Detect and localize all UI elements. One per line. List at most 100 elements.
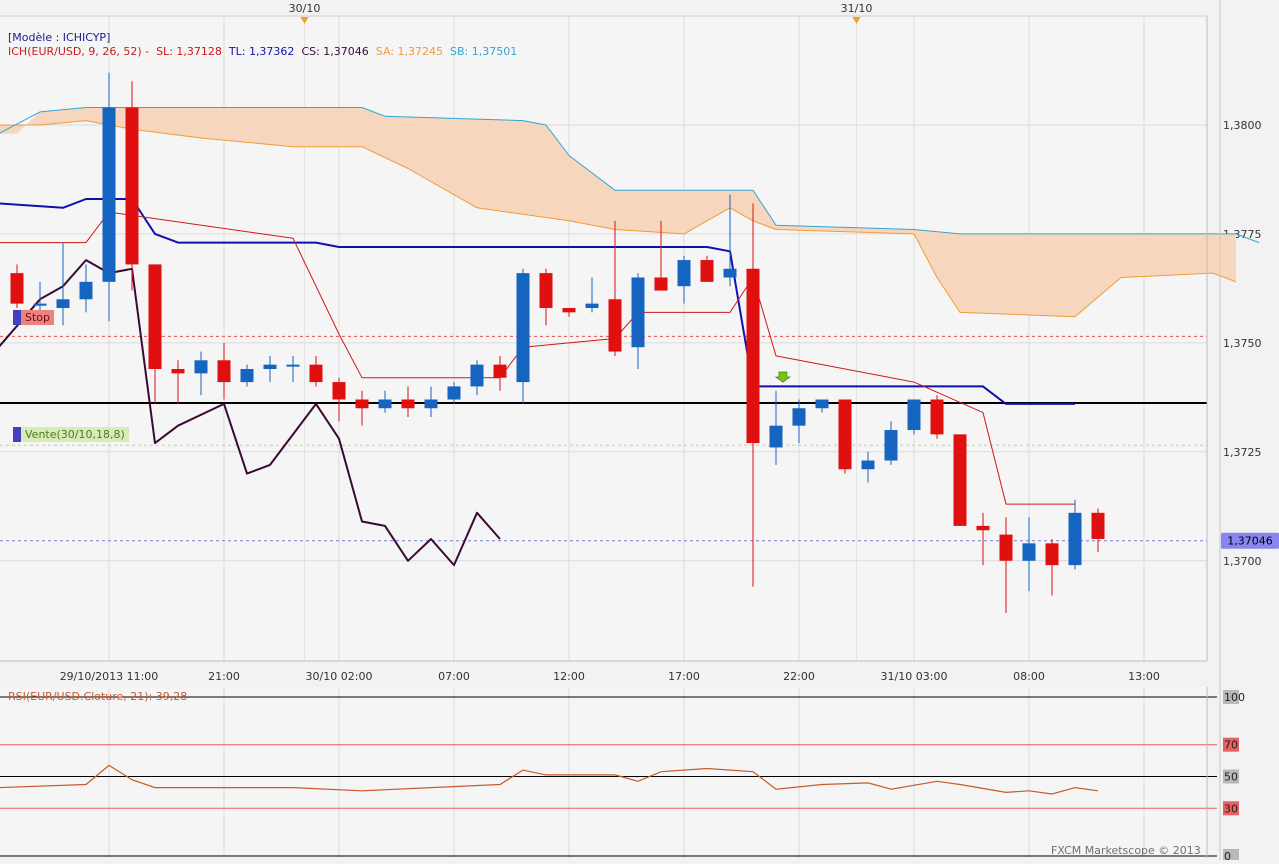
day-label: 31/10 [841, 2, 873, 15]
ichimoku-legend: ICH(EUR/USD, 9, 26, 52) - SL: 1,37128 TL… [8, 45, 517, 59]
stop-marker-handle[interactable] [13, 310, 21, 325]
rsi-label: RSI(EUR/USD.Cloture, 21): 39,28 [8, 690, 188, 703]
rsi-level-label: 50 [1224, 771, 1238, 784]
candle-body [976, 525, 990, 531]
candle-body [56, 299, 70, 308]
candle-body [148, 264, 162, 370]
x-tick-label: 08:00 [1013, 670, 1045, 683]
candle-body [263, 364, 277, 370]
candle-body [10, 273, 24, 304]
candle-body [769, 425, 783, 448]
candle-body [217, 360, 231, 383]
rsi-plot-background [0, 687, 1207, 858]
candle-body [125, 107, 139, 265]
senkou-b-line [0, 107, 1260, 244]
x-tick-label: 30/10 02:00 [306, 670, 373, 683]
candle-body [401, 399, 415, 409]
kijun-line [0, 198, 1075, 405]
candle-body [378, 399, 392, 409]
candle-body [884, 430, 898, 461]
candle-body [1022, 543, 1036, 561]
candle-body [654, 277, 668, 291]
candle-body [33, 303, 47, 306]
senkou-a-line [0, 120, 1237, 318]
stop-label: Stop [21, 310, 55, 325]
candle-body [700, 260, 714, 282]
day-marker-icon [852, 17, 861, 24]
sell-marker[interactable]: Vente(30/10,18,8) [13, 427, 129, 442]
candle-body [631, 277, 645, 348]
candle-body [286, 364, 300, 367]
candle-body [723, 268, 737, 278]
cs-label: CS: 1,37046 [301, 45, 369, 58]
candle-body [332, 382, 346, 400]
rsi-level-badge [1223, 690, 1239, 704]
rsi-level-label: 100 [1224, 691, 1245, 704]
candle-body [1045, 543, 1059, 566]
x-tick-label: 21:00 [208, 670, 240, 683]
candle-body [746, 268, 760, 444]
entry-arrow-icon [774, 371, 792, 383]
candle-body [493, 364, 507, 378]
candle-body [792, 408, 806, 426]
candle-body [838, 399, 852, 470]
price-badge [1221, 532, 1279, 549]
candle-body [677, 260, 691, 287]
y-tick-label: 1,3725 [1223, 446, 1262, 459]
x-tick-label: 22:00 [783, 670, 815, 683]
candle-body [1091, 512, 1105, 539]
sb-label: SB: 1,37501 [450, 45, 518, 58]
x-tick-label: 07:00 [438, 670, 470, 683]
candle-body [930, 399, 944, 435]
candle-body [355, 399, 369, 409]
kumo-cloud [0, 107, 1236, 317]
candle-body [999, 534, 1013, 561]
sell-marker-handle[interactable] [13, 427, 21, 442]
y-tick-label: 1,3700 [1223, 555, 1262, 568]
candle-body [1068, 512, 1082, 566]
y-tick-label: 1,3750 [1223, 337, 1262, 350]
x-tick-label: 17:00 [668, 670, 700, 683]
stop-marker[interactable]: Stop [13, 310, 55, 325]
x-tick-label: 31/10 03:00 [881, 670, 948, 683]
chart-header: [Modèle : ICHICYP] ICH(EUR/USD, 9, 26, 5… [8, 31, 517, 59]
candle-body [240, 369, 254, 383]
rsi-level-label: 0 [1224, 850, 1231, 860]
candle-body [539, 273, 553, 308]
candle-body [516, 273, 530, 383]
rsi-level-label: 70 [1224, 739, 1238, 752]
sa-label: SA: 1,37245 [375, 45, 444, 58]
candle-body [447, 386, 461, 400]
candle-body [815, 399, 829, 409]
candle-body [953, 434, 967, 526]
ich-label: ICH(EUR/USD, 9, 26, 52) - [8, 45, 150, 58]
candle-body [585, 303, 599, 308]
candle-body [102, 107, 116, 282]
rsi-level-badge [1223, 801, 1239, 816]
price-badge-text: 1,37046 [1227, 535, 1273, 548]
candle-body [470, 364, 484, 387]
day-marker-icon [300, 17, 309, 24]
candle-body [608, 299, 622, 352]
sl-label: SL: 1,37128 [156, 45, 222, 58]
x-tick-label: 29/10/2013 11:00 [60, 670, 159, 683]
candle-body [861, 460, 875, 470]
chikou-line [0, 259, 501, 567]
x-tick-label: 13:00 [1128, 670, 1160, 683]
rsi-level-badge [1223, 769, 1239, 784]
candle-body [79, 281, 93, 300]
rsi-level-label: 30 [1224, 802, 1238, 815]
footer-copyright: FXCM Marketscope © 2013 [1051, 844, 1201, 857]
day-label: 30/10 [289, 2, 321, 15]
candle-body [171, 369, 185, 374]
rsi-level-badge [1223, 737, 1239, 752]
y-tick-label: 1,3800 [1223, 119, 1262, 132]
candle-body [424, 399, 438, 409]
candle-body [907, 399, 921, 431]
x-tick-label: 12:00 [553, 670, 585, 683]
tl-label: TL: 1,37362 [228, 45, 295, 58]
model-label: [Modèle : ICHICYP] [8, 31, 111, 44]
rsi-line [0, 764, 1099, 795]
